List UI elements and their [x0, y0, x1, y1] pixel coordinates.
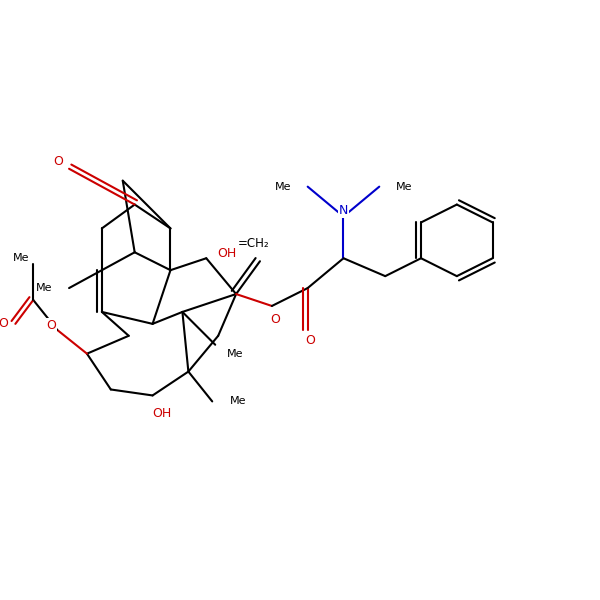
Text: O: O: [0, 317, 8, 331]
Text: OH: OH: [218, 247, 237, 260]
Text: Me: Me: [13, 253, 29, 263]
Text: O: O: [306, 334, 316, 347]
Text: OH: OH: [152, 407, 171, 420]
Text: Me: Me: [396, 182, 412, 191]
Text: Me: Me: [274, 182, 291, 191]
Text: O: O: [53, 155, 63, 168]
Text: Me: Me: [36, 283, 52, 293]
Text: O: O: [46, 319, 56, 332]
Text: O: O: [270, 313, 280, 326]
Text: N: N: [339, 204, 348, 217]
Text: Me: Me: [227, 349, 244, 359]
Text: =CH₂: =CH₂: [238, 237, 270, 250]
Text: Me: Me: [230, 397, 247, 406]
